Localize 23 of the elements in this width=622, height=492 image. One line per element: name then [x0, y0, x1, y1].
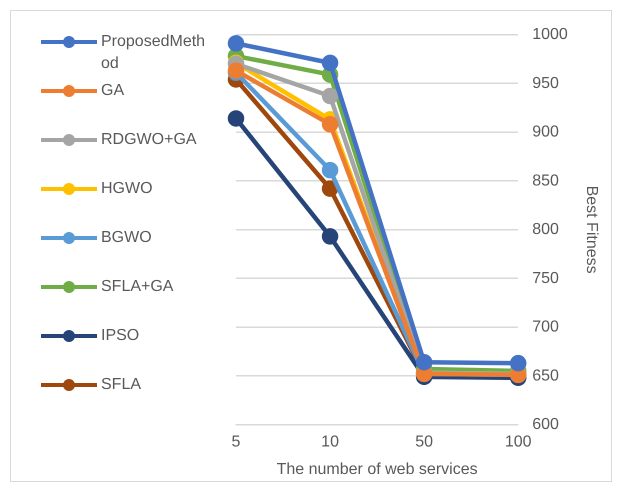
y-tick-label: 700 [532, 318, 560, 336]
legend-label: SFLA+GA [101, 277, 174, 297]
y-tick-label: 850 [532, 172, 560, 190]
y-tick-label: 950 [532, 74, 560, 92]
legend-label: ProposedMethod [101, 32, 206, 74]
y-tick-label: 750 [532, 270, 560, 287]
x-axis-title: The number of web services [276, 460, 478, 478]
legend-label: BGWO [101, 228, 152, 248]
y-tick-label: 600 [532, 416, 560, 434]
y-axis-title: Best Fitness [582, 186, 600, 274]
legend-label: SFLA [101, 375, 142, 395]
y-tick-label: 900 [532, 124, 560, 141]
y-tick-label: 1000 [532, 26, 568, 44]
x-tick-label: 50 [415, 434, 434, 451]
legend-label: GA [101, 81, 124, 101]
y-tick-label: 800 [532, 221, 560, 238]
legend-label: HGWO [101, 179, 153, 199]
x-tick-label: 5 [232, 434, 241, 451]
y-tick-label: 650 [532, 367, 560, 384]
x-tick-label: 10 [321, 434, 340, 451]
legend-label: IPSO [101, 326, 140, 346]
legend-label: RDGWO+GA [101, 130, 197, 150]
x-tick-label: 100 [504, 434, 532, 451]
